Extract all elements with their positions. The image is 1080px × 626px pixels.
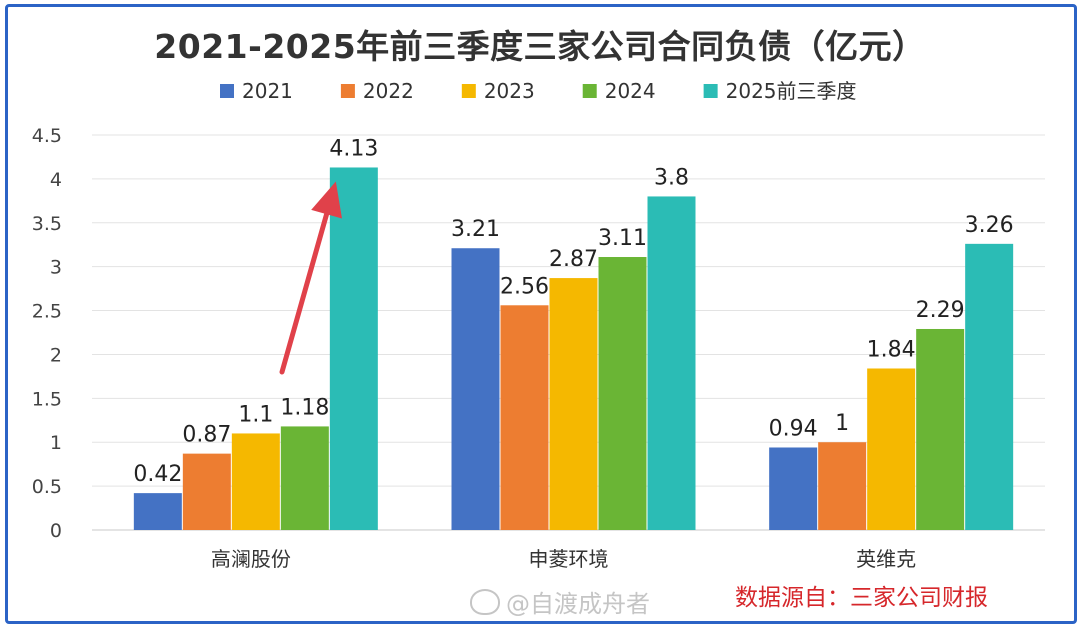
bar (867, 368, 916, 530)
bar (280, 426, 329, 530)
legend-label: 2022 (363, 79, 414, 103)
bar (769, 447, 818, 530)
bar (182, 453, 231, 530)
y-tick-label: 3.5 (32, 213, 62, 235)
legend-swatch (220, 84, 234, 98)
data-label: 2.87 (549, 247, 598, 272)
data-label: 3.26 (965, 213, 1014, 238)
annotation-arrow (279, 181, 342, 375)
data-label: 2.29 (916, 298, 965, 323)
bar (549, 278, 598, 530)
data-label: 4.13 (329, 136, 378, 161)
legend-label: 2024 (605, 79, 656, 103)
data-label: 3.21 (451, 217, 500, 242)
y-tick-label: 2 (50, 344, 62, 366)
bar (818, 442, 867, 530)
data-labels: 0.420.87 1.1 1.18 4.13 3.21 2.562.873.11 3.8 0.… (133, 136, 1013, 487)
data-label: 3.11 (598, 226, 647, 251)
bar (965, 243, 1014, 530)
legend-swatch (582, 84, 597, 98)
watermark-text: @自渡成舟者 (506, 590, 650, 618)
legend-label: 2021 (242, 79, 293, 103)
bar (500, 305, 549, 530)
legend: 2021 2022 2023 2024 2025前三季度 (220, 79, 857, 103)
data-label: 3.8 (654, 165, 689, 190)
y-tick-label: 1 (50, 432, 62, 454)
legend-label: 2023 (484, 79, 535, 103)
x-tick-label: 申菱环境 (529, 547, 609, 571)
x-axis-labels: 高澜股份 申菱环境 英维克 (211, 547, 916, 571)
bar (598, 257, 647, 530)
data-label: 0.87 (182, 423, 231, 448)
data-label: 2.56 (500, 274, 549, 299)
legend-swatch (703, 84, 718, 98)
y-tick-label: 1.5 (32, 388, 62, 410)
y-axis-ticks: 0 0.5 1 1.5 2 2.5 3 3.5 4 4.5 (32, 125, 62, 542)
y-tick-label: 2.5 (32, 301, 62, 323)
y-tick-label: 0 (50, 520, 62, 542)
bar (916, 328, 965, 530)
legend-label: 2025前三季度 (726, 79, 857, 103)
legend-swatch (461, 84, 476, 98)
y-tick-label: 4.5 (32, 125, 62, 147)
legend-swatch (340, 84, 355, 98)
weibo-logo-icon (470, 588, 500, 615)
bar (329, 167, 378, 530)
chart-title: 2021-2025年前三季度三家公司合同负债（亿元） (154, 27, 926, 66)
bar (647, 196, 696, 530)
data-label: 0.42 (133, 462, 182, 487)
bars (133, 167, 1014, 530)
watermark: @自渡成舟者 (470, 584, 650, 619)
bar (231, 433, 280, 530)
data-label: 1.84 (867, 337, 916, 362)
x-tick-label: 英维克 (856, 547, 916, 571)
data-label: 0.94 (769, 416, 818, 441)
data-label: 1.18 (280, 395, 329, 420)
bar (133, 493, 182, 530)
arrow-head (311, 181, 342, 219)
data-label: 1 (835, 411, 849, 436)
source-note: 数据源自：三家公司财报 (735, 585, 988, 611)
x-tick-label: 高澜股份 (211, 547, 291, 571)
data-label: 1.1 (238, 402, 273, 427)
bar (451, 248, 500, 530)
y-tick-label: 4 (50, 169, 62, 191)
y-tick-label: 3 (50, 257, 62, 279)
arrow-shaft (279, 211, 330, 375)
y-tick-label: 0.5 (32, 476, 62, 498)
